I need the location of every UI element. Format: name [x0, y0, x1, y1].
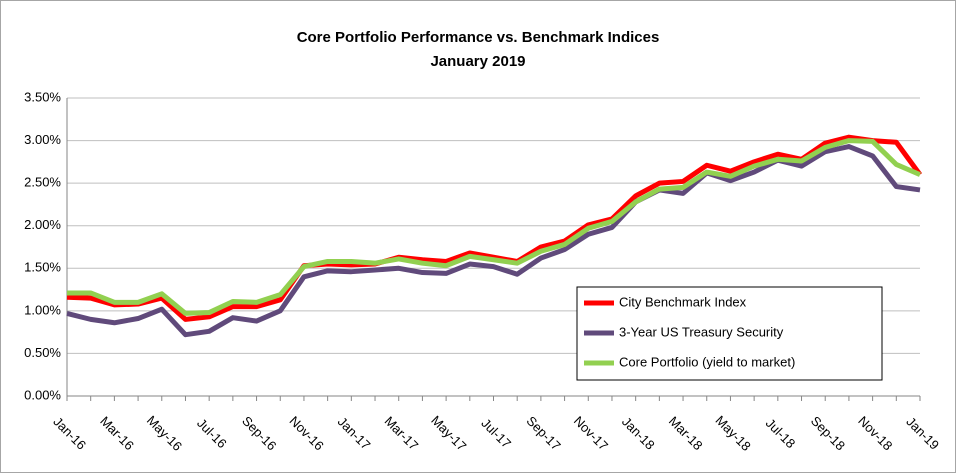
y-tick-label: 3.50% [24, 89, 61, 104]
y-tick-label: 0.50% [24, 345, 61, 360]
legend-label: City Benchmark Index [619, 294, 747, 309]
series-line [66, 134, 923, 322]
y-tick-label: 2.00% [24, 217, 61, 232]
legend-box [576, 286, 883, 381]
legend-label: Core Portfolio (yield to market) [619, 354, 795, 369]
y-tick-label: 1.00% [24, 302, 61, 317]
chart-title: Core Portfolio Performance vs. Benchmark… [297, 29, 660, 46]
chart-subtitle: January 2019 [430, 53, 525, 70]
y-tick-label: 0.00% [24, 387, 61, 402]
y-tick-label: 3.00% [24, 132, 61, 147]
legend-label: 3-Year US Treasury Security [619, 324, 784, 339]
y-tick-label: 1.50% [24, 260, 61, 275]
series-line [67, 138, 921, 316]
y-tick-label: 2.50% [24, 175, 61, 190]
